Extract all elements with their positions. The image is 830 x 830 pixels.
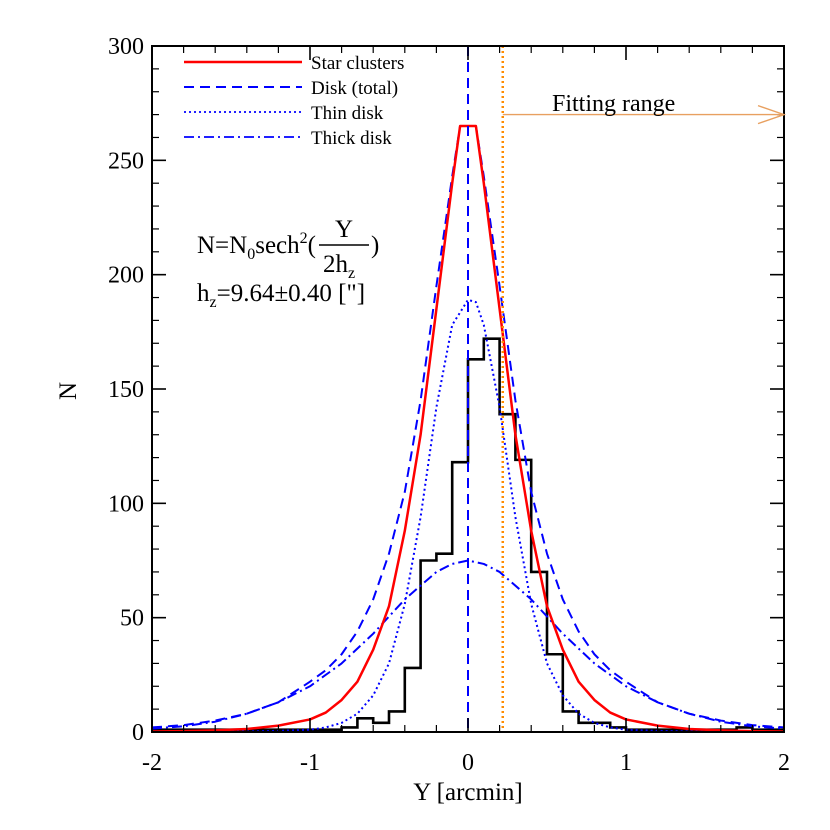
legend-label-thin-disk: Thin disk [311,103,384,124]
ticks-layer: -2 -1 0 1 2 0 50 100 150 200 250 300 [108,34,790,776]
formula-denominator: 2hz [323,251,355,282]
vline-layer [467,46,505,732]
scale-height-annotation: hz=9.64±0.40 ["] [197,280,365,311]
x-tick-label: 0 [462,750,474,776]
legend: Star clusters Disk (total) Thin disk Thi… [184,53,404,149]
fitting-range-annotation: Fitting range [502,91,787,125]
legend-label-star-clusters: Star clusters [311,53,404,74]
formula-close-paren: ) [371,232,379,259]
series-thin-disk [152,298,784,732]
fitting-range-label: Fitting range [552,91,675,117]
y-tick-label: 200 [108,263,144,289]
y-tick-label: 250 [108,148,144,174]
x-tick-label: 2 [778,750,790,776]
y-tick-label: 150 [108,377,144,403]
y-tick-label: 100 [108,491,144,517]
x-axis-label: Y [arcmin] [413,779,522,806]
formula-numerator: Y [335,216,353,243]
x-tick-label: -1 [300,750,320,776]
sech-formula: N=N0sech2( Y 2hz ) [197,216,379,282]
x-tick-label: -2 [142,750,162,776]
y-tick-label: 0 [132,720,144,746]
legend-label-disk-total: Disk (total) [311,78,398,99]
fitting-range-arrow-head [757,104,787,125]
y-tick-label: 300 [108,34,144,60]
formula-lhs: N=N0sech2( [197,230,316,263]
legend-label-thick-disk: Thick disk [311,128,392,149]
x-tick-label: 1 [620,750,632,776]
y-tick-label: 50 [120,606,144,632]
y-axis-label: N [55,382,82,400]
